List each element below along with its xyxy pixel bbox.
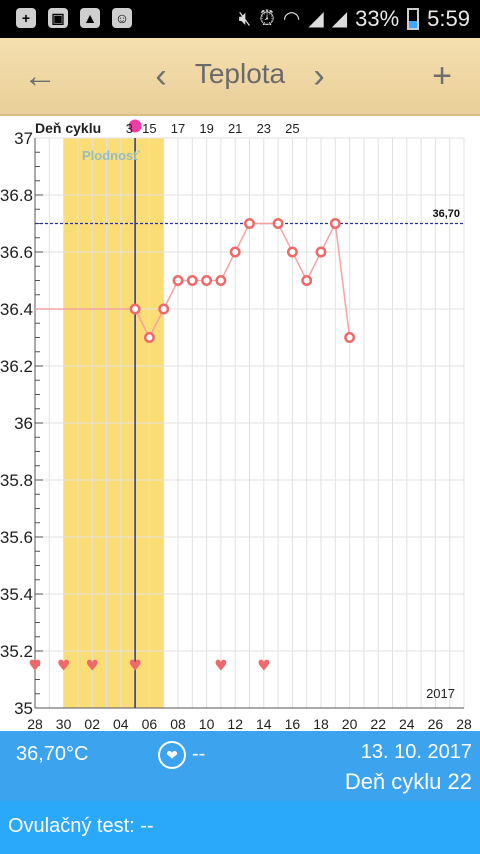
temperature-point[interactable]: [244, 218, 255, 229]
temperature-point[interactable]: [286, 246, 298, 258]
photo-icon: ▣: [48, 8, 68, 28]
x-tick-label: 06: [142, 716, 158, 730]
image-icon: ▲: [80, 8, 100, 28]
ovulation-bar[interactable]: Ovulačný test: --: [0, 801, 480, 854]
temperature-point[interactable]: [172, 275, 184, 286]
clock: 5:59: [427, 6, 470, 31]
temperature-point[interactable]: [158, 303, 170, 315]
x-tick-label: 02: [84, 716, 100, 730]
add-icon: +: [16, 8, 36, 28]
y-tick-label: 36.2: [0, 357, 33, 376]
temperature-value[interactable]: 36,70°C: [16, 743, 89, 765]
x-tick-label: 04: [113, 716, 129, 730]
heart-icon[interactable]: ♥: [85, 656, 98, 674]
prev-chevron-icon[interactable]: ‹: [155, 57, 167, 95]
heart-icon[interactable]: ♥: [214, 656, 227, 674]
temperature-point[interactable]: [143, 332, 155, 343]
wifi-icon: ◠: [282, 8, 301, 30]
cycle-number-label: 23: [257, 121, 271, 136]
battery-percent: 33%: [355, 6, 400, 31]
heart-icon[interactable]: ♥: [128, 656, 141, 674]
ovulation-test-label: Ovulačný test: --: [8, 815, 154, 837]
temperature-point[interactable]: [215, 275, 227, 286]
temperature-point[interactable]: [315, 246, 327, 258]
add-icon[interactable]: +: [432, 57, 452, 95]
cycle-day-value: Deň cyklu 22: [344, 769, 472, 794]
cycle-number-label: 19: [199, 121, 213, 136]
x-tick-label: 26: [428, 716, 444, 730]
x-tick-label: 08: [170, 716, 186, 730]
cycle-number-label: 15: [142, 121, 156, 136]
temperature-chart[interactable]: ♥ ♥ ♥ ♥ ♥ ♥ 35 35.2 35.4 35.6 35.8 36 36.2 36.4 36.6 3…: [0, 116, 480, 730]
heart-icon[interactable]: ♥: [57, 656, 70, 674]
page-title: Teplota: [194, 58, 286, 89]
x-tick-label: 10: [199, 716, 215, 730]
x-tick-label: 18: [313, 716, 329, 730]
app-bar: ← ‹ Teplota › +: [0, 38, 480, 116]
fertile-label: Plodnosť: [82, 148, 140, 163]
summary-bar: 36,70°C ❤ -- 13. 10. 2017 Deň cyklu 22: [0, 731, 480, 801]
battery-icon: [407, 8, 420, 30]
next-chevron-icon[interactable]: ›: [313, 57, 325, 95]
y-tick-label: 36.4: [0, 300, 33, 319]
x-tick-label: 28: [456, 716, 472, 730]
x-tick-label: 12: [227, 716, 243, 730]
temperature-point[interactable]: [229, 246, 241, 258]
x-tick-label: 24: [399, 716, 415, 730]
x-tick-label: 16: [285, 716, 301, 730]
temperature-point[interactable]: [329, 218, 341, 229]
y-tick-label: 35.4: [0, 585, 33, 604]
back-arrow-icon[interactable]: ←: [23, 57, 57, 95]
y-tick-label: 37: [14, 129, 33, 148]
heart-icon[interactable]: ♥: [28, 656, 41, 674]
y-tick-label: 36.6: [0, 243, 33, 262]
temperature-point[interactable]: [344, 332, 356, 343]
android-icon: ☺: [112, 8, 132, 28]
cycle-number-label: 21: [228, 121, 242, 136]
cycle-number-label: 25: [285, 121, 299, 136]
y-tick-label: 36.8: [0, 186, 33, 205]
temperature-point[interactable]: [272, 218, 284, 229]
reference-line-label: 36,70: [432, 208, 460, 220]
cycle-number-label: 3: [126, 121, 133, 136]
temperature-point[interactable]: [201, 275, 213, 286]
x-tick-label: 14: [256, 716, 272, 730]
y-tick-label: 35.6: [0, 528, 33, 547]
temperature-line: [35, 220, 351, 340]
intercourse-value: --: [192, 743, 206, 765]
cycle-number-label: 17: [171, 121, 185, 136]
current-day-dot: [128, 119, 142, 133]
y-tick-label: 36: [14, 414, 33, 433]
x-tick-label: 22: [370, 716, 386, 730]
y-tick-label: 35: [14, 699, 33, 718]
temperature-point[interactable]: [186, 275, 198, 286]
y-tick-label: 35.8: [0, 471, 33, 490]
x-tick-label: 20: [342, 716, 358, 730]
alarm-icon: ⏰︎: [259, 8, 275, 30]
heart-icon[interactable]: ♥: [257, 656, 270, 674]
x-tick-label: 30: [56, 716, 72, 730]
cycle-day-label: Deň cyklu: [35, 120, 101, 136]
year-label: 2017: [426, 686, 455, 701]
temperature-point[interactable]: [129, 303, 141, 315]
signal-icon: ◢: [331, 8, 348, 30]
temperature-point[interactable]: [301, 275, 313, 286]
date-label: 13. 10. 2017: [360, 741, 472, 763]
signal-icon: ◢: [308, 8, 324, 30]
x-tick-label: 28: [27, 716, 43, 730]
status-bar: + ▣ ▲ ☺ 🔇︎ ⏰︎ ◠ ◢ ◢ 33% 5:59: [0, 0, 480, 38]
mute-icon: 🔇︎: [238, 8, 252, 30]
heart-icon[interactable]: ❤: [158, 741, 186, 769]
y-tick-label: 35.2: [0, 642, 33, 661]
